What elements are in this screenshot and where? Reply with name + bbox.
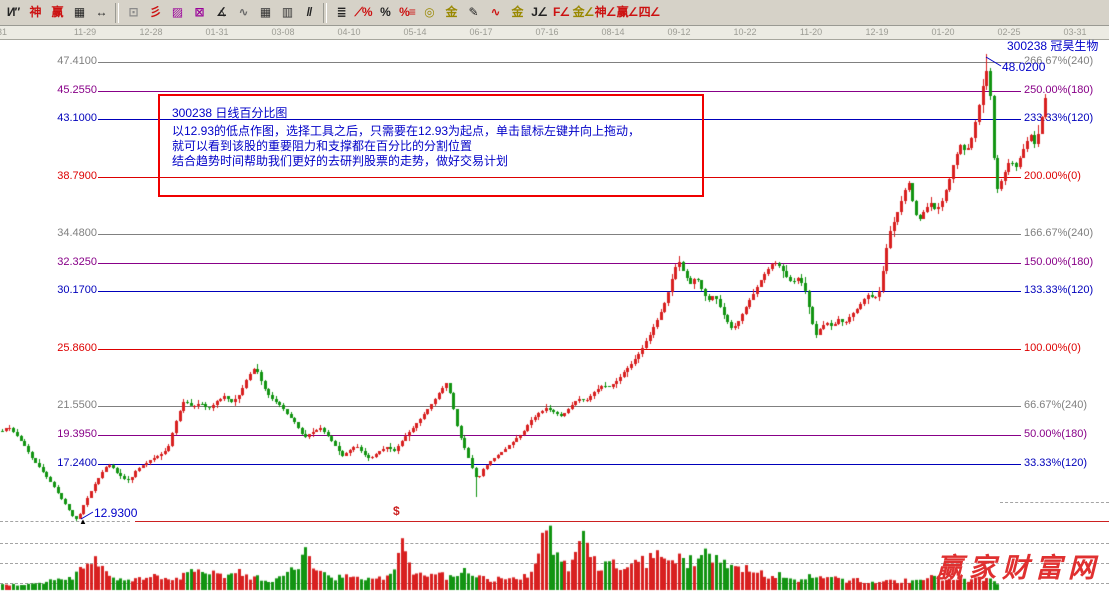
percent-tool-annotation-box[interactable]: 300238 日线百分比图 以12.93的低点作图，选择工具之后，只需要在12.… bbox=[158, 94, 704, 197]
dollar-marker: $ bbox=[393, 504, 400, 518]
annotation-title: 300238 日线百分比图 bbox=[172, 106, 288, 120]
low-point-triangle-marker: ▲ bbox=[79, 517, 87, 526]
annotation-line-2: 就可以看到该股的重要阻力和支撑都在百分比的分割位置 bbox=[172, 139, 473, 153]
stock-code-and-name-label: 300238 冠昊生物 bbox=[1007, 39, 1099, 53]
annotation-line-3: 结合趋势时间帮助我们更好的去研判股票的走势，做好交易计划 bbox=[172, 154, 509, 168]
low-price-label: 12.9300 bbox=[94, 506, 138, 520]
annotation-line-1: 以12.93的低点作图，选择工具之后，只需要在12.93为起点，单击鼠标左键并向… bbox=[172, 124, 641, 138]
high-price-label: 48.0200 bbox=[1002, 60, 1046, 74]
yingjia-caifu-watermark: 赢家财富网 bbox=[936, 553, 1101, 583]
